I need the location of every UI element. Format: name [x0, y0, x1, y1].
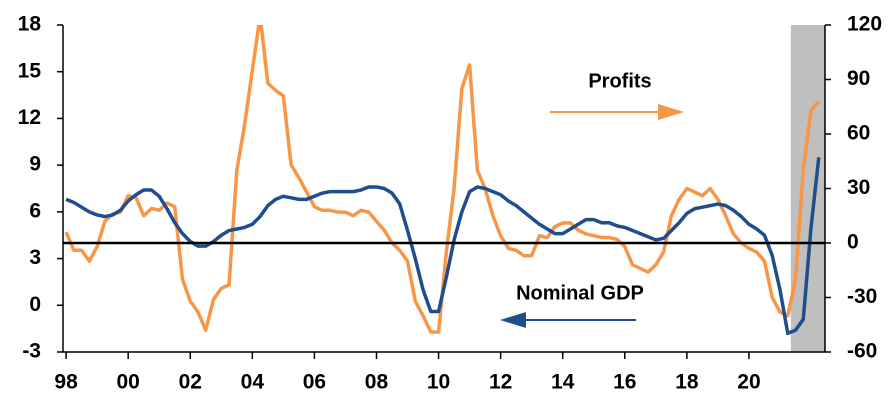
series-line [64, 25, 821, 334]
x-tick-label: 00 [117, 371, 140, 394]
x-tick-label: 98 [54, 371, 78, 394]
line-layer [64, 25, 821, 336]
x-tick-label: 16 [613, 371, 636, 394]
y-tick-label: 9 [29, 153, 41, 176]
y-tick-label: -3 [22, 340, 41, 363]
x-tick-label: 18 [675, 371, 699, 394]
shade-layer [790, 25, 825, 352]
profits-annotation: Profits [588, 70, 651, 92]
y2-tick-label: 0 [847, 231, 859, 254]
gdp-annotation: Nominal GDP [516, 282, 644, 304]
x-tick-label: 12 [489, 371, 512, 394]
y2-tick-label: 30 [847, 176, 870, 199]
y2-tick-label: -60 [847, 340, 877, 363]
shaded-region [790, 25, 825, 352]
x-tick-label: 02 [179, 371, 202, 394]
y2-tick-label: 90 [847, 67, 870, 90]
y-tick-label: 3 [29, 246, 41, 269]
gdp-arrow-head [500, 312, 526, 328]
y2-tick-label: -30 [847, 285, 877, 308]
profits-arrow-head [658, 104, 684, 120]
x-tick-label: 20 [737, 371, 760, 394]
y-tick-label: 0 [29, 293, 41, 316]
x-tick-label: 10 [427, 371, 450, 394]
x-tick-label: 06 [303, 371, 326, 394]
y-tick-label: 18 [18, 13, 42, 36]
x-tick-label: 04 [241, 371, 265, 394]
y2-tick-label: 120 [847, 13, 882, 36]
x-tick-label: 14 [551, 371, 575, 394]
x-tick-label: 08 [365, 371, 389, 394]
y-tick-label: 6 [29, 199, 41, 222]
y2-tick-label: 60 [847, 122, 870, 145]
y-tick-label: 15 [18, 59, 42, 82]
y-tick-label: 12 [18, 106, 41, 129]
